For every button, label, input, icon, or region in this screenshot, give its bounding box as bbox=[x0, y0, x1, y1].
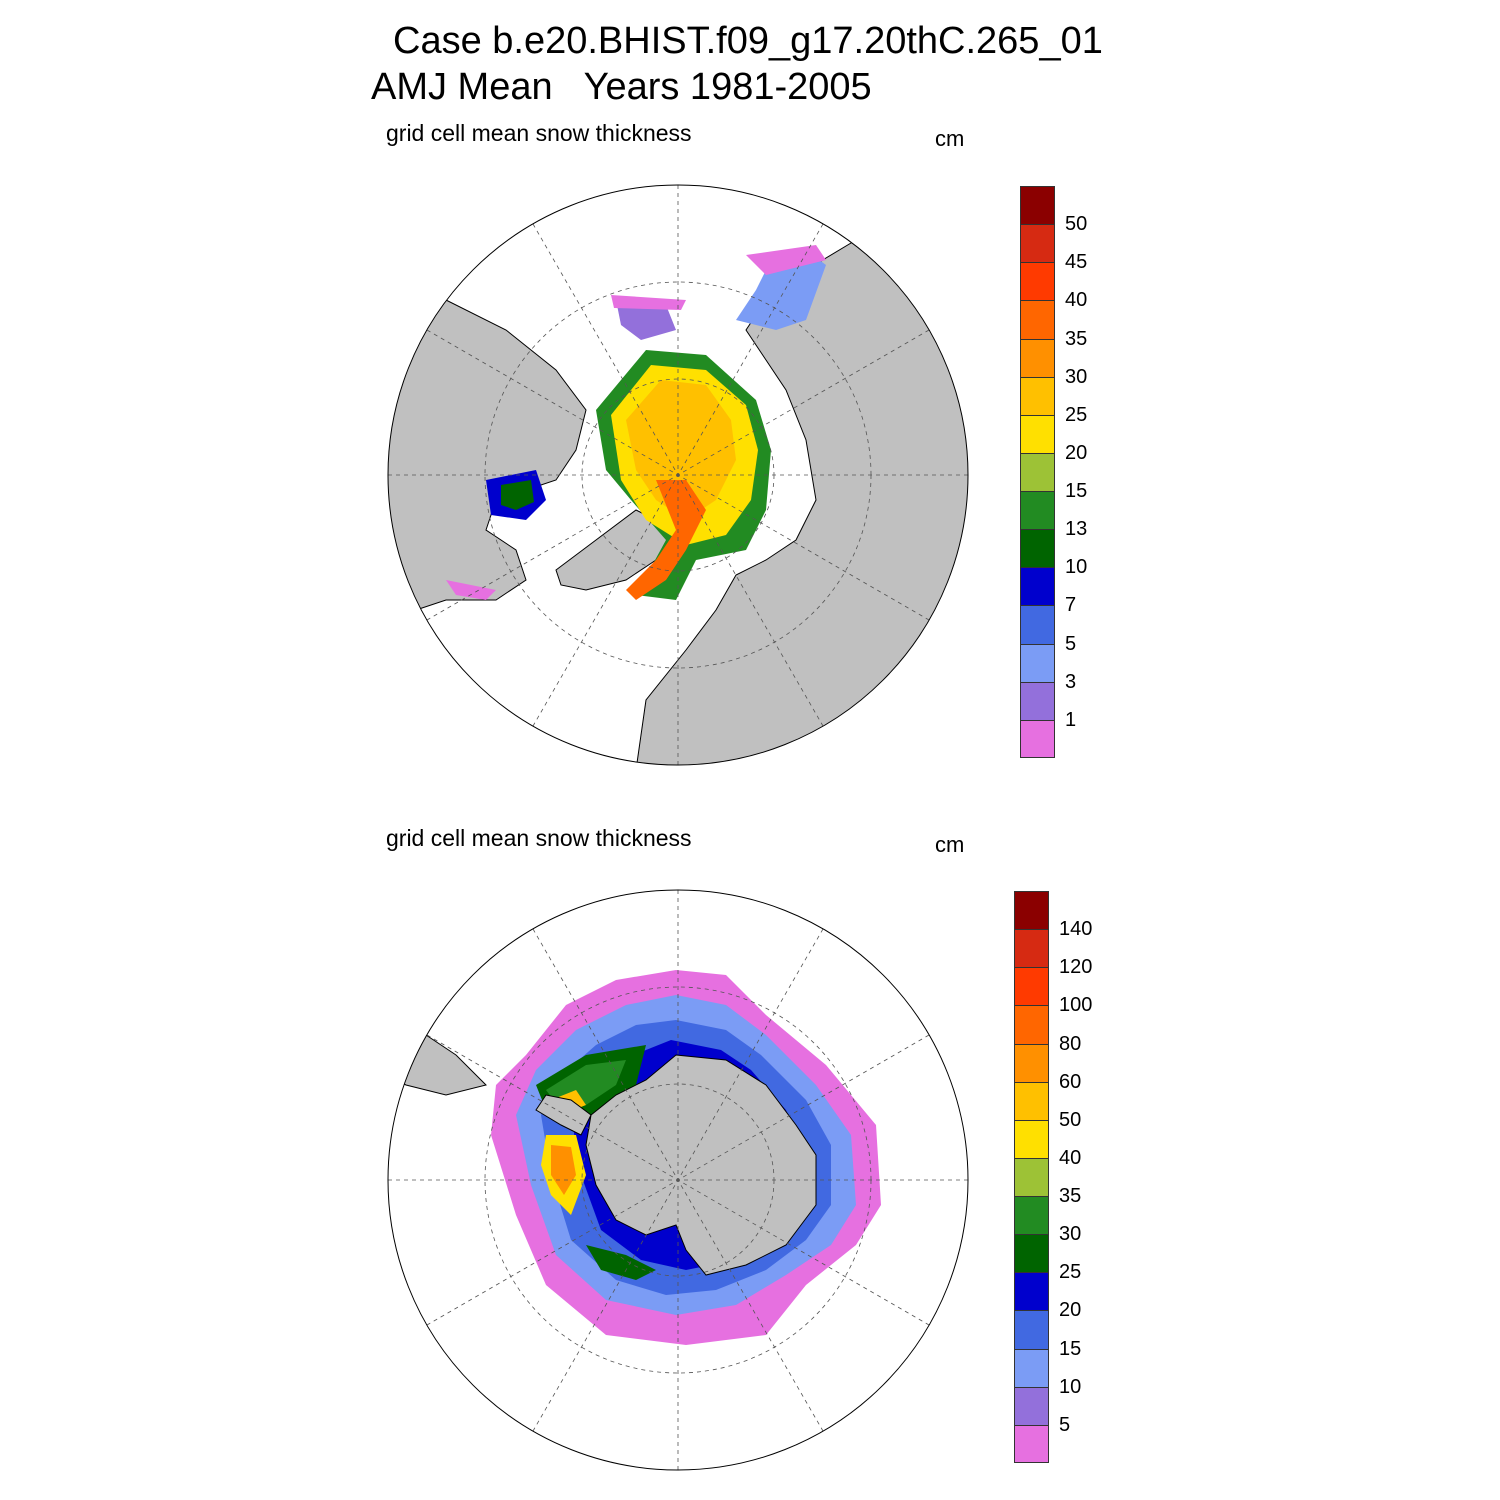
north-colorbar-label: 10 bbox=[1065, 556, 1088, 579]
north-colorbar-segment bbox=[1020, 681, 1055, 720]
north-colorbar-segment bbox=[1020, 529, 1055, 568]
south-colorbar-label: 30 bbox=[1059, 1223, 1082, 1246]
south-colorbar-label: 60 bbox=[1059, 1070, 1082, 1093]
north-colorbar-segment bbox=[1020, 338, 1055, 377]
south-colorbar-segment bbox=[1014, 1043, 1049, 1082]
south-colorbar-segment bbox=[1014, 1081, 1049, 1120]
north-colorbar-frame bbox=[1020, 186, 1055, 758]
south-colorbar-segment bbox=[1014, 891, 1049, 930]
south-colorbar-label: 15 bbox=[1059, 1337, 1082, 1360]
north-ice-arctic-orange bbox=[626, 380, 736, 520]
north-colorbar-segment bbox=[1020, 376, 1055, 415]
south-colorbar-label: 5 bbox=[1059, 1413, 1071, 1436]
south-colorbar-label: 40 bbox=[1059, 1146, 1082, 1169]
south-colorbar-label: 140 bbox=[1059, 918, 1093, 941]
south-colorbar-segment bbox=[1014, 1157, 1049, 1197]
south-colorbar-segment bbox=[1014, 929, 1049, 968]
north-colorbar-label: 40 bbox=[1065, 289, 1088, 312]
north-colorbar-segment bbox=[1020, 452, 1055, 492]
north-colorbar-label: 20 bbox=[1065, 441, 1088, 464]
north-colorbar-label: 45 bbox=[1065, 251, 1088, 274]
north-colorbar-label: 13 bbox=[1065, 518, 1088, 541]
north-colorbar-label: 50 bbox=[1065, 213, 1088, 236]
figure-title-case: Case b.e20.BHIST.f09_g17.20thC.265_01 bbox=[393, 20, 1103, 62]
south-colorbar-segment bbox=[1014, 1119, 1049, 1158]
north-colorbar-label: 35 bbox=[1065, 327, 1088, 350]
north-colorbar-segment bbox=[1020, 300, 1055, 339]
south-colorbar: 140 120 100 80 60 50 40 35 30 25 20 15 10 5 bbox=[1014, 891, 1092, 1463]
north-colorbar-segment bbox=[1020, 719, 1055, 758]
south-colorbar-segment bbox=[1014, 1234, 1049, 1273]
north-land-eurasia bbox=[635, 239, 968, 765]
north-ice-okhotsk bbox=[736, 250, 826, 330]
south-colorbar-label: 50 bbox=[1059, 1108, 1082, 1131]
north-panel-units: cm bbox=[935, 126, 965, 151]
north-ice-arctic-red bbox=[626, 480, 706, 600]
north-colorbar-label: 3 bbox=[1065, 670, 1077, 693]
north-ice-bering bbox=[616, 300, 676, 340]
north-colorbar-label: 25 bbox=[1065, 403, 1088, 426]
north-colorbar-segment bbox=[1020, 567, 1055, 606]
north-colorbar-label: 5 bbox=[1065, 632, 1077, 655]
south-colorbar-segment bbox=[1014, 1348, 1049, 1387]
south-colorbar-segment bbox=[1014, 1310, 1049, 1349]
south-colorbar-label: 20 bbox=[1059, 1299, 1082, 1322]
north-colorbar-segment bbox=[1020, 605, 1055, 644]
north-colorbar-segment bbox=[1020, 224, 1055, 263]
north-polar-map bbox=[387, 184, 969, 766]
north-colorbar-segment bbox=[1020, 262, 1055, 301]
south-colorbar-segment bbox=[1014, 1272, 1049, 1311]
south-colorbar-label: 80 bbox=[1059, 1032, 1082, 1055]
south-colorbar-segment bbox=[1014, 1196, 1049, 1235]
north-colorbar-label: 30 bbox=[1065, 365, 1088, 388]
north-colorbar-label: 15 bbox=[1065, 480, 1088, 503]
north-colorbar-label: 7 bbox=[1065, 594, 1077, 617]
north-colorbar-segment bbox=[1020, 643, 1055, 682]
south-colorbar-segment bbox=[1014, 1005, 1049, 1044]
south-colorbar-label: 35 bbox=[1059, 1185, 1082, 1208]
north-colorbar-segment bbox=[1020, 491, 1055, 530]
north-colorbar-segment bbox=[1020, 414, 1055, 453]
south-panel-units: cm bbox=[935, 832, 965, 857]
figure-title-period: AMJ Mean Years 1981-2005 bbox=[371, 66, 872, 108]
south-colorbar-segment bbox=[1014, 967, 1049, 1006]
south-polar-map bbox=[387, 889, 969, 1471]
south-colorbar-label: 25 bbox=[1059, 1261, 1082, 1284]
north-colorbar: 50 45 40 35 30 25 20 15 13 10 7 5 3 1 bbox=[1020, 186, 1087, 758]
north-ice-labrador bbox=[446, 580, 496, 600]
north-panel-label: grid cell mean snow thickness bbox=[386, 120, 692, 146]
south-colorbar-label: 120 bbox=[1059, 956, 1093, 979]
south-colorbar-segment bbox=[1014, 1424, 1049, 1463]
north-colorbar-segment bbox=[1020, 186, 1055, 225]
south-ice-ross bbox=[586, 1245, 656, 1280]
south-colorbar-label: 100 bbox=[1059, 994, 1093, 1017]
south-colorbar-frame bbox=[1014, 891, 1049, 1463]
south-colorbar-segment bbox=[1014, 1386, 1049, 1425]
north-colorbar-label: 1 bbox=[1065, 708, 1077, 731]
south-panel-label: grid cell mean snow thickness bbox=[386, 825, 692, 851]
south-colorbar-label: 10 bbox=[1059, 1375, 1082, 1398]
